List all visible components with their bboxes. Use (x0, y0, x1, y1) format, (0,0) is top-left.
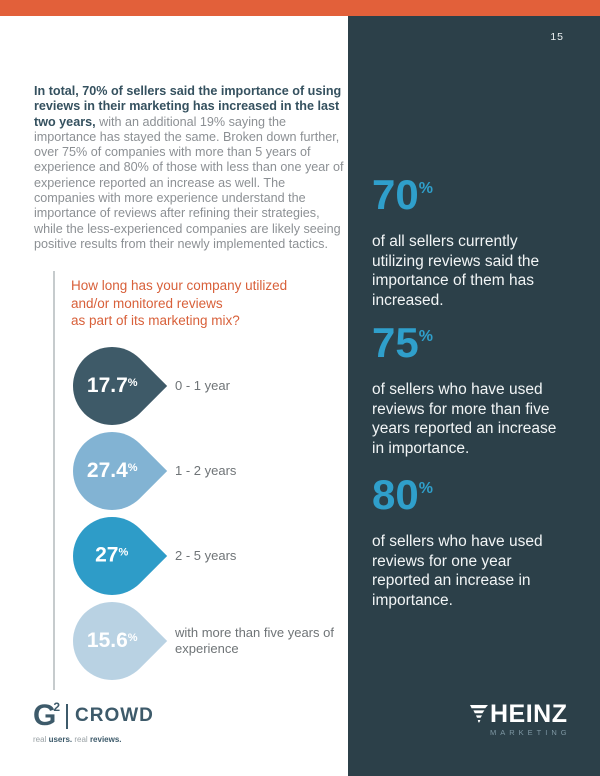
bubble-label: 1 - 2 years (175, 462, 237, 478)
teardrop-bubble: 27% (56, 500, 168, 612)
intro-regular-text: with an additional 19% saying the import… (34, 114, 344, 251)
percent-sign: % (127, 632, 138, 644)
bubble-value: 27.4% (86, 459, 138, 482)
percent-sign: % (418, 180, 433, 197)
stat-70-percent: 70% of all sellers currently utilizing r… (372, 171, 572, 310)
bubble-label: with more than five years of experience (175, 624, 334, 657)
stat-80-percent: 80% of sellers who have used reviews for… (372, 471, 572, 610)
chart-left-rule (53, 271, 55, 690)
g2-divider (66, 703, 69, 729)
g2-tagline: real users. real reviews. (33, 735, 122, 744)
percent-sign: % (118, 546, 129, 559)
bubble-row-2-5-years: 27% 2 - 5 years (56, 500, 343, 612)
bubble-row-0-1-year: 17.7% 0 - 1 year (56, 330, 343, 442)
bubble-value: 15.6% (86, 629, 138, 652)
bubble-label: 0 - 1 year (175, 377, 230, 393)
bubble-value: 27% (95, 543, 129, 567)
percent-sign: % (418, 480, 433, 497)
g2-superscript: 2 (53, 700, 61, 714)
funnel-icon (470, 705, 488, 730)
heinz-wordmark: HEINZ (490, 700, 568, 728)
bubble-label: 2 - 5 years (175, 547, 237, 563)
stat-value: 75% (372, 319, 433, 366)
stat-75-percent: 75% of sellers who have used reviews for… (372, 319, 572, 458)
percent-sign: % (127, 377, 138, 389)
stat-value: 70% (372, 171, 433, 218)
g2-wordmark: CROWD (75, 705, 154, 726)
heinz-sub-wordmark: MARKETING (490, 728, 571, 737)
bubble-row-five-plus-years: 15.6% with more than five years of exper… (56, 585, 343, 697)
chart-question: How long has your company utilized and/o… (71, 277, 287, 330)
teardrop-bubble: 27.4% (56, 415, 168, 527)
heinz-wordmark-block: HEINZ MARKETING (490, 700, 571, 738)
top-accent-bar (0, 0, 600, 16)
stat-description: of sellers who have used reviews for mor… (372, 381, 557, 457)
teardrop-bubble: 17.7% (56, 330, 168, 442)
percent-sign: % (127, 462, 138, 474)
chart-question-line-2: and/or monitored reviews (71, 295, 223, 311)
stat-description: of all sellers currently utilizing revie… (372, 233, 540, 309)
chart-question-line-3: as part of its marketing mix? (71, 313, 240, 328)
stat-description: of sellers who have used reviews for one… (372, 533, 543, 609)
g2-letter: G (33, 699, 57, 732)
teardrop-bubble: 15.6% (56, 585, 168, 697)
right-dark-panel (348, 16, 600, 776)
heinz-marketing-logo: HEINZ MARKETING (470, 702, 571, 737)
bubble-value: 17.7% (86, 374, 138, 397)
page-number: 15 (550, 31, 564, 43)
bubble-row-1-2-years: 27.4% 1 - 2 years (56, 415, 343, 527)
percent-sign: % (418, 328, 433, 345)
stat-value: 80% (372, 471, 433, 518)
intro-paragraph: In total, 70% of sellers said the import… (34, 84, 346, 252)
intro-bold-text: In total, 70% of sellers said the import… (34, 84, 342, 129)
chart-question-line-1: How long has your company utilized (71, 278, 288, 293)
